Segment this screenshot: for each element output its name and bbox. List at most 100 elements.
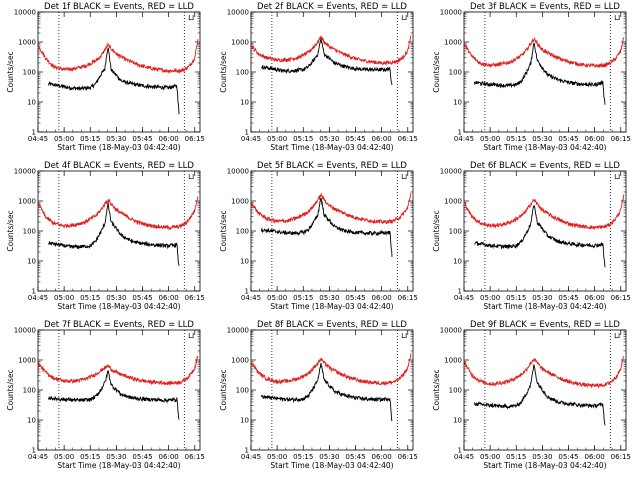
panel-title: Det 5f BLACK = Events, RED = LLD bbox=[257, 161, 407, 171]
series-lld-line bbox=[463, 355, 625, 389]
x-tick-label: 05:45 bbox=[558, 453, 578, 461]
y-tick-label: 10000 bbox=[227, 327, 249, 335]
x-tick-label: 05:15 bbox=[293, 294, 313, 302]
y-tick-label: 1000 bbox=[231, 39, 249, 47]
panel-title: Det 6f BLACK = Events, RED = LLD bbox=[470, 161, 620, 171]
x-tick-label: 06:00 bbox=[372, 453, 392, 461]
series-lld-line bbox=[250, 35, 412, 66]
series-lld-line bbox=[250, 353, 412, 386]
x-tick-label: 04:45 bbox=[241, 294, 261, 302]
x-axis-label: Start Time (18-May-03 04:42:40) bbox=[270, 143, 393, 152]
y-tick-label: 10 bbox=[240, 258, 249, 266]
y-tick-label: 10000 bbox=[14, 327, 36, 335]
panel-4: Det 4f BLACK = Events, RED = LLD 1 10 100 10… bbox=[6, 161, 205, 311]
x-tick-label: 04:45 bbox=[454, 453, 474, 461]
panel-8: Det 8f BLACK = Events, RED = LLD 1 10 100 10… bbox=[219, 320, 418, 470]
y-tick-label: 10 bbox=[453, 258, 462, 266]
x-tick-label: 05:15 bbox=[80, 135, 100, 143]
y-tick-label: 1000 bbox=[444, 39, 462, 47]
x-tick-label: 05:30 bbox=[319, 294, 339, 302]
x-tick-label: 05:15 bbox=[293, 135, 313, 143]
corner-marker: ⊔ bbox=[401, 331, 407, 340]
x-tick-label: 04:45 bbox=[241, 135, 261, 143]
y-tick-label: 1 bbox=[458, 447, 462, 455]
x-tick-label: 06:15 bbox=[185, 135, 205, 143]
corner-marker: ⊔ bbox=[401, 172, 407, 181]
x-tick-label: 05:00 bbox=[54, 135, 74, 143]
series-events-line bbox=[48, 369, 180, 420]
x-axis-label: Start Time (18-May-03 04:42:40) bbox=[57, 302, 180, 311]
x-tick-label: 05:30 bbox=[319, 453, 339, 461]
x-tick-label: 05:45 bbox=[132, 453, 152, 461]
panel-3: Det 3f BLACK = Events, RED = LLD 1 10 100 10… bbox=[432, 2, 631, 152]
x-tick-label: 05:15 bbox=[506, 294, 526, 302]
y-axis-label: Counts/sec bbox=[219, 369, 228, 410]
y-tick-label: 10 bbox=[27, 99, 36, 107]
x-tick-label: 05:45 bbox=[132, 135, 152, 143]
x-tick-label: 05:00 bbox=[480, 453, 500, 461]
series-lld-line bbox=[463, 37, 625, 69]
x-tick-label: 06:15 bbox=[185, 294, 205, 302]
y-tick-label: 1000 bbox=[18, 39, 36, 47]
x-axis-label: Start Time (18-May-03 04:42:40) bbox=[57, 143, 180, 152]
y-tick-label: 10000 bbox=[440, 168, 462, 176]
x-tick-label: 06:00 bbox=[159, 453, 179, 461]
x-axis-label: Start Time (18-May-03 04:42:40) bbox=[483, 302, 606, 311]
corner-marker: ⊔ bbox=[614, 331, 620, 340]
y-tick-label: 10000 bbox=[440, 327, 462, 335]
x-tick-label: 05:30 bbox=[532, 294, 552, 302]
x-tick-label: 05:45 bbox=[345, 135, 365, 143]
x-tick-label: 05:15 bbox=[506, 135, 526, 143]
plot-frame bbox=[463, 329, 627, 451]
series-lld-line bbox=[37, 196, 199, 231]
panel-title: Det 2f BLACK = Events, RED = LLD bbox=[257, 2, 407, 12]
x-tick-label: 05:30 bbox=[106, 453, 126, 461]
x-tick-label: 06:15 bbox=[185, 453, 205, 461]
x-tick-label: 05:45 bbox=[345, 294, 365, 302]
corner-marker: ⊔ bbox=[188, 331, 194, 340]
x-tick-label: 04:45 bbox=[28, 294, 48, 302]
x-tick-label: 05:00 bbox=[267, 135, 287, 143]
x-tick-label: 06:15 bbox=[398, 453, 418, 461]
y-tick-label: 100 bbox=[23, 387, 36, 395]
y-tick-label: 1 bbox=[32, 129, 36, 137]
x-tick-label: 05:15 bbox=[80, 453, 100, 461]
y-tick-label: 1000 bbox=[444, 357, 462, 365]
series-lld-line bbox=[37, 355, 199, 386]
y-tick-label: 1 bbox=[245, 288, 249, 296]
x-tick-label: 05:45 bbox=[558, 294, 578, 302]
panel-6: Det 6f BLACK = Events, RED = LLD 1 10 100 10… bbox=[432, 161, 631, 311]
series-events-line bbox=[474, 364, 606, 426]
x-tick-label: 06:15 bbox=[398, 135, 418, 143]
series-events-line bbox=[261, 362, 393, 422]
y-tick-label: 10000 bbox=[440, 9, 462, 17]
y-tick-label: 100 bbox=[236, 69, 249, 77]
y-tick-label: 10 bbox=[240, 99, 249, 107]
x-tick-label: 05:00 bbox=[480, 135, 500, 143]
x-tick-label: 06:15 bbox=[611, 294, 631, 302]
y-axis-label: Counts/sec bbox=[6, 210, 15, 251]
x-tick-label: 05:30 bbox=[106, 294, 126, 302]
x-tick-label: 05:30 bbox=[319, 135, 339, 143]
plot-frame bbox=[37, 11, 201, 133]
y-tick-label: 100 bbox=[23, 69, 36, 77]
x-tick-label: 05:45 bbox=[345, 453, 365, 461]
panel-5: Det 5f BLACK = Events, RED = LLD 1 10 100 10… bbox=[219, 161, 418, 311]
y-axis-label: Counts/sec bbox=[432, 51, 441, 92]
panel-7: Det 7f BLACK = Events, RED = LLD 1 10 100 10… bbox=[6, 320, 205, 470]
y-axis-label: Counts/sec bbox=[219, 51, 228, 92]
y-tick-label: 10000 bbox=[227, 9, 249, 17]
x-tick-label: 06:00 bbox=[585, 453, 605, 461]
x-tick-label: 05:15 bbox=[80, 294, 100, 302]
x-tick-label: 06:15 bbox=[611, 453, 631, 461]
corner-marker: ⊔ bbox=[188, 172, 194, 181]
series-lld-line bbox=[250, 192, 412, 225]
series-events-line bbox=[48, 202, 180, 266]
y-tick-label: 10 bbox=[27, 258, 36, 266]
x-tick-label: 04:45 bbox=[28, 135, 48, 143]
y-tick-label: 10000 bbox=[14, 168, 36, 176]
x-tick-label: 06:15 bbox=[398, 294, 418, 302]
x-axis-label: Start Time (18-May-03 04:42:40) bbox=[483, 143, 606, 152]
